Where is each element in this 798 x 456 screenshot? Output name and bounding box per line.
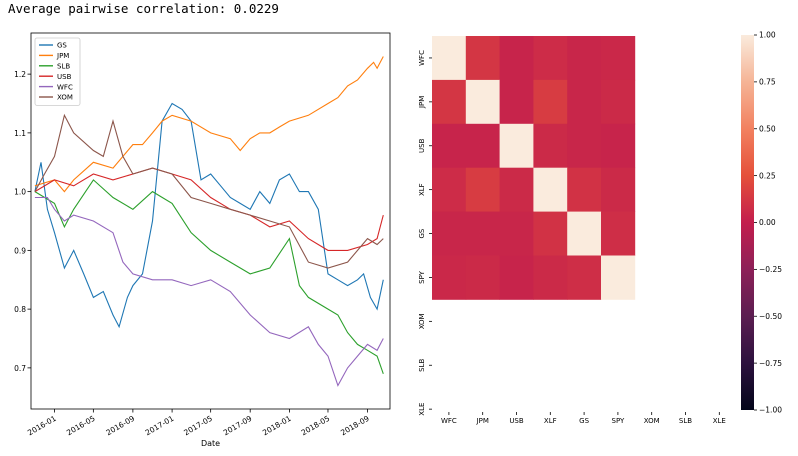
colorbar-tick-label: 0.25 [759, 171, 776, 180]
x-tick-label: 2016-09 [104, 414, 136, 438]
heatmap-cell [567, 211, 602, 256]
heatmap-x-label: JPM [476, 417, 489, 425]
y-tick-label: 1.2 [14, 70, 26, 79]
heatmap-cell [499, 36, 534, 81]
heatmap-cell [465, 211, 500, 256]
colorbar-tick-label: 1.00 [759, 31, 776, 40]
x-tick-label: 2016-01 [26, 414, 58, 438]
heatmap-cell [567, 167, 602, 212]
heatmap-cell [465, 36, 500, 81]
colorbar-tick-label: −0.50 [759, 312, 782, 321]
heatmap-x-label: XLE [713, 417, 726, 425]
line-chart-plot: 0.7 0.8 0.9 1.0 1.1 1.2 2016-01 2016-05 2016-09 2… [14, 32, 391, 448]
colorbar-tick-label: −0.25 [759, 265, 782, 274]
heatmap-y-label: SPY [418, 270, 426, 284]
y-tick-label: 0.8 [14, 305, 26, 314]
heatmap-cell [601, 167, 636, 212]
heatmap-cell [499, 79, 534, 125]
y-tick-label: 1.0 [14, 188, 26, 197]
series-line-usb [34, 167, 384, 251]
heatmap-x-label: GS [579, 417, 589, 425]
colorbar-tick-label: 0.50 [759, 124, 776, 133]
heatmap-cell [499, 211, 534, 256]
x-tick-label: 2017-01 [144, 414, 176, 438]
heatmap-y-label: GS [418, 228, 426, 238]
y-tick-label: 1.1 [14, 129, 26, 138]
heatmap-x-label: WFC [441, 417, 457, 425]
colorbar [741, 35, 754, 410]
colorbar-tick-label: −0.75 [759, 359, 782, 368]
colorbar-tick-label: −1.00 [759, 406, 782, 415]
heatmap-y-label: JPM [418, 96, 426, 109]
x-tick-label: 2017-05 [182, 414, 214, 438]
heatmap-cell [533, 167, 568, 212]
heatmap-cell [432, 79, 467, 125]
output-text: Average pairwise correlation: 0.0229 [8, 1, 279, 16]
heatmap-cell [601, 36, 636, 81]
series-line-wfc [34, 196, 384, 387]
heatmap-cell [567, 36, 602, 81]
x-tick-label: 2018-09 [339, 414, 371, 438]
heatmap-cell [465, 167, 500, 212]
y-tick-label: 0.9 [14, 246, 26, 255]
heatmap-cell [432, 255, 467, 300]
heatmap-y-label: WFC [418, 50, 426, 66]
legend-label-xom: XOM [57, 94, 73, 102]
heatmap-cell [499, 167, 534, 212]
heatmap-cell [432, 211, 467, 256]
y-tick-label: 0.7 [14, 364, 26, 373]
heatmap-x-label: USB [509, 417, 524, 425]
legend-label-jpm: JPM [56, 52, 69, 60]
heatmap-y-label: XLF [418, 183, 426, 196]
heatmap-y-label: USB [418, 138, 426, 153]
legend: GS JPM SLB USB WFC XOM [34, 37, 81, 106]
heatmap-cell [567, 79, 602, 125]
colorbar-tick-label: 0.00 [759, 218, 776, 227]
series-line-xom [34, 113, 384, 269]
heatmap-cell [567, 255, 602, 300]
heatmap: WFC JPM USB XLF GS SPY XOM SLB XLE WFC JPM USB XLF GS… [418, 31, 782, 425]
heatmap-cell [432, 167, 467, 212]
heatmap-y-label: XLE [418, 403, 426, 416]
series-line-slb [34, 179, 384, 374]
heatmap-x-label: SPY [612, 417, 626, 425]
x-tick-label: 2016-05 [65, 414, 97, 438]
legend-label-gs: GS [57, 42, 67, 50]
heatmap-cell [533, 211, 568, 256]
x-tick-label: 2018-05 [300, 414, 332, 438]
heatmap-y-label: XOM [418, 313, 426, 329]
heatmap-cell [499, 255, 534, 300]
heatmap-x-label: SLB [679, 417, 692, 425]
heatmap-x-label: XLF [544, 417, 557, 425]
heatmap-x-label: XOM [644, 417, 660, 425]
heatmap-cell [601, 211, 636, 256]
x-tick-label: 2018-01 [261, 414, 293, 438]
heatmap-cell [465, 255, 500, 300]
legend-label-usb: USB [57, 73, 72, 81]
heatmap-cell [601, 123, 636, 169]
heatmap-cell [601, 255, 636, 300]
line-chart-frame [30, 32, 391, 410]
heatmap-cell [533, 255, 568, 300]
heatmap-cell [567, 123, 602, 169]
heatmap-cell [533, 36, 568, 81]
legend-label-wfc: WFC [57, 83, 73, 91]
heatmap-cell [533, 123, 568, 169]
heatmap-cell [465, 123, 500, 169]
heatmap-y-label: SLB [418, 358, 426, 371]
legend-label-slb: SLB [57, 63, 70, 71]
heatmap-cell [533, 79, 568, 125]
heatmap-cell [432, 36, 467, 81]
heatmap-cell [465, 79, 500, 125]
series-line-gs [34, 102, 384, 329]
x-axis-label: Date [201, 439, 220, 448]
heatmap-cell [601, 79, 636, 125]
heatmap-cell [499, 123, 534, 169]
x-tick-label: 2017-09 [222, 414, 254, 438]
series-line-jpm [34, 56, 384, 193]
colorbar-tick-label: 0.75 [759, 78, 776, 87]
heatmap-cell [432, 123, 467, 169]
